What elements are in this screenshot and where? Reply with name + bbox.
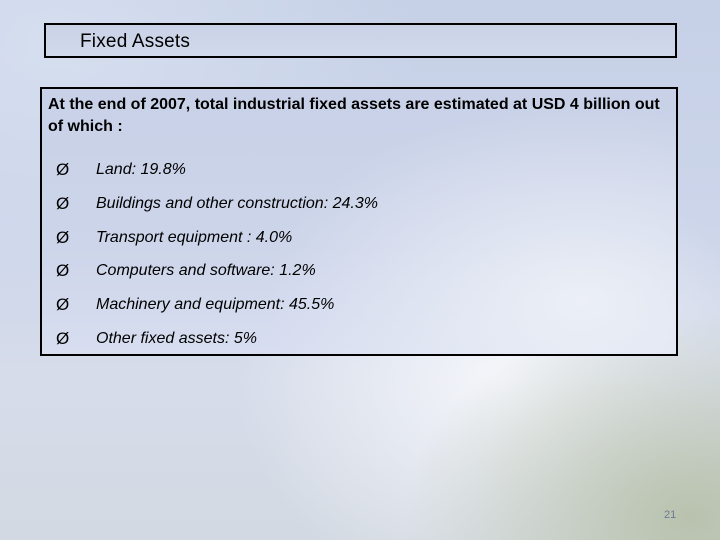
bullet-text: Machinery and equipment: 45.5% — [96, 296, 335, 314]
bullet-text: Computers and software: 1.2% — [96, 262, 316, 280]
bullet-item-land: Ø Land: 19.8% — [56, 160, 378, 194]
slide-title: Fixed Assets — [80, 31, 191, 52]
bullet-text: Land: 19.8% — [96, 161, 186, 178]
bullet-item-transport: Ø Transport equipment : 4.0% — [56, 228, 378, 262]
bullet-list: Ø Land: 19.8% Ø Buildings and other cons… — [56, 160, 378, 363]
bullet-item-other: Ø Other fixed assets: 5% — [56, 329, 378, 363]
arrow-bullet-icon: Ø — [56, 295, 70, 315]
bullet-text: Transport equipment : 4.0% — [96, 228, 293, 246]
bullet-item-computers: Ø Computers and software: 1.2% — [56, 261, 378, 295]
arrow-bullet-icon: Ø — [56, 328, 70, 348]
intro-text: At the end of 2007, total industrial fix… — [48, 96, 660, 135]
page-number: 21 — [664, 509, 677, 521]
content-box: At the end of 2007, total industrial fix… — [40, 87, 678, 356]
bullet-item-buildings: Ø Buildings and other construction: 24.3… — [56, 194, 378, 228]
arrow-bullet-icon: Ø — [56, 227, 70, 247]
arrow-bullet-icon: Ø — [56, 160, 70, 179]
bullet-item-machinery: Ø Machinery and equipment: 45.5% — [56, 295, 378, 329]
bullet-text: Other fixed assets: 5% — [96, 329, 257, 347]
arrow-bullet-icon: Ø — [56, 261, 70, 281]
bullet-text: Buildings and other construction: 24.3% — [96, 194, 378, 212]
title-box: Fixed Assets — [44, 23, 677, 58]
arrow-bullet-icon: Ø — [56, 193, 70, 213]
